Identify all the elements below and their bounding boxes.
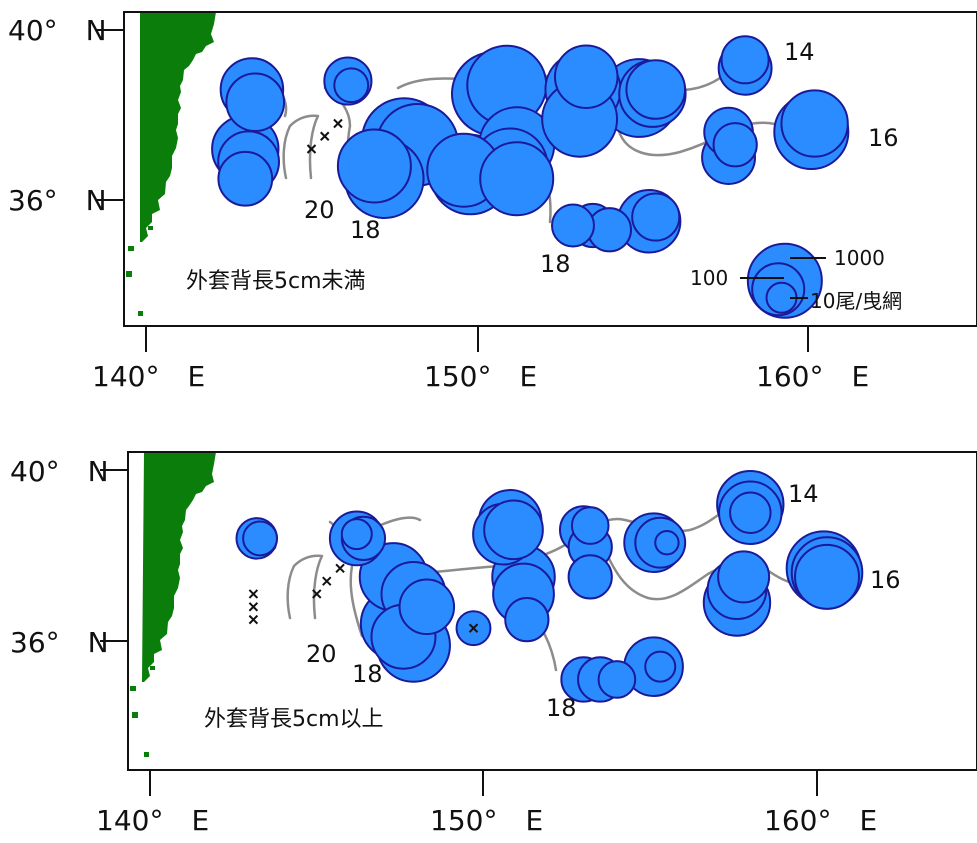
islet [132,712,138,718]
islet [150,666,155,670]
catch-bubble [712,122,758,168]
bubble-size-legend: 1000 100 10尾/曳網 [690,246,902,313]
isotherm-label-14: 14 [788,480,819,508]
panel-small-squid: 40° N 36° N 140° E 150° E 160° E 14 16 1… [8,11,977,393]
catch-bubble [217,150,274,207]
isotherm-label-18a: 18 [350,216,381,244]
isotherm-line [282,114,320,180]
isotherm-label-16: 16 [870,566,901,594]
lon-label-150: 150° E [424,360,537,393]
islet [138,311,143,316]
lon-label-160: 160° E [756,360,869,393]
panel2-no-catch-markers [248,563,479,633]
legend-label-1000: 1000 [834,246,885,270]
panel-large-squid: 40° N 36° N 140° E 150° E 160° E 14 16 1… [10,451,977,837]
legend-label-10: 10尾/曳網 [810,289,902,313]
catch-bubble [336,128,412,204]
catch-bubble [644,650,677,683]
catch-bubble [551,203,595,248]
panel2-title: 外套背長5cm以上 [204,707,384,732]
no-catch-marker [248,614,259,625]
no-catch-marker [335,563,345,574]
panel2-map-area [130,452,864,757]
panel1-land-mass [140,12,216,242]
lat-label-36: 36° N [10,626,109,659]
catch-bubble [729,491,772,534]
catch-bubble [398,578,456,636]
catch-bubble [479,141,555,217]
catch-bubble [242,520,278,557]
lat-label-40: 40° N [8,14,107,47]
isotherm-label-16: 16 [868,124,899,152]
lon-label-140: 140° E [96,804,209,837]
catch-bubble [570,506,610,545]
islet [128,246,134,251]
panel2-frame [127,451,977,771]
catch-bubble [654,529,680,556]
islet [130,686,136,691]
catch-bubble [340,518,373,551]
no-catch-marker [312,589,322,599]
catch-bubble [780,89,849,158]
legend-label-100: 100 [690,266,728,290]
catch-bubble [720,35,770,85]
panel1-title: 外套背長5cm未満 [186,269,366,294]
panel1-map-area [126,12,850,319]
no-catch-marker [306,144,317,154]
panel2-land-mass [142,452,216,682]
isotherm-line [598,538,802,601]
isotherm-label-20: 20 [306,640,337,668]
no-catch-marker [468,623,479,633]
panel1-frame [123,11,977,327]
islet [148,226,153,230]
panel1-catch-bubbles [211,35,850,319]
no-catch-marker [248,602,259,612]
isotherm-label-14: 14 [784,38,815,66]
isotherm-label-18b: 18 [546,694,577,722]
isotherm-line [286,554,324,620]
isotherm-label-20: 20 [304,196,335,224]
panel2-catch-bubbles [235,470,864,703]
catch-bubble [225,72,286,133]
lon-label-140: 140° E [92,360,205,393]
lat-label-40: 40° N [10,455,109,488]
catch-bubble [631,192,681,242]
no-catch-marker [322,576,332,586]
lon-label-160: 160° E [764,804,877,837]
lat-label-36: 36° N [8,184,107,217]
catch-bubble [504,597,550,643]
catch-bubble [333,67,370,104]
panel1-islets [126,226,153,316]
islet [126,271,132,277]
catch-bubble [483,499,544,561]
islet [144,752,149,757]
no-catch-marker [333,118,343,129]
catch-bubble [625,59,687,120]
lon-label-150: 150° E [430,804,543,837]
catch-bubble [597,660,637,699]
no-catch-marker [320,131,330,141]
isotherm-label-18b: 18 [540,250,571,278]
no-catch-marker [248,589,259,599]
panel2-islets [130,666,155,757]
panel1-no-catch-markers [306,118,343,154]
catch-bubble [794,543,860,610]
catch-bubble [567,554,613,600]
catch-bubble [553,44,619,109]
catch-bubble [717,550,771,604]
isotherm-label-18a: 18 [352,660,383,688]
